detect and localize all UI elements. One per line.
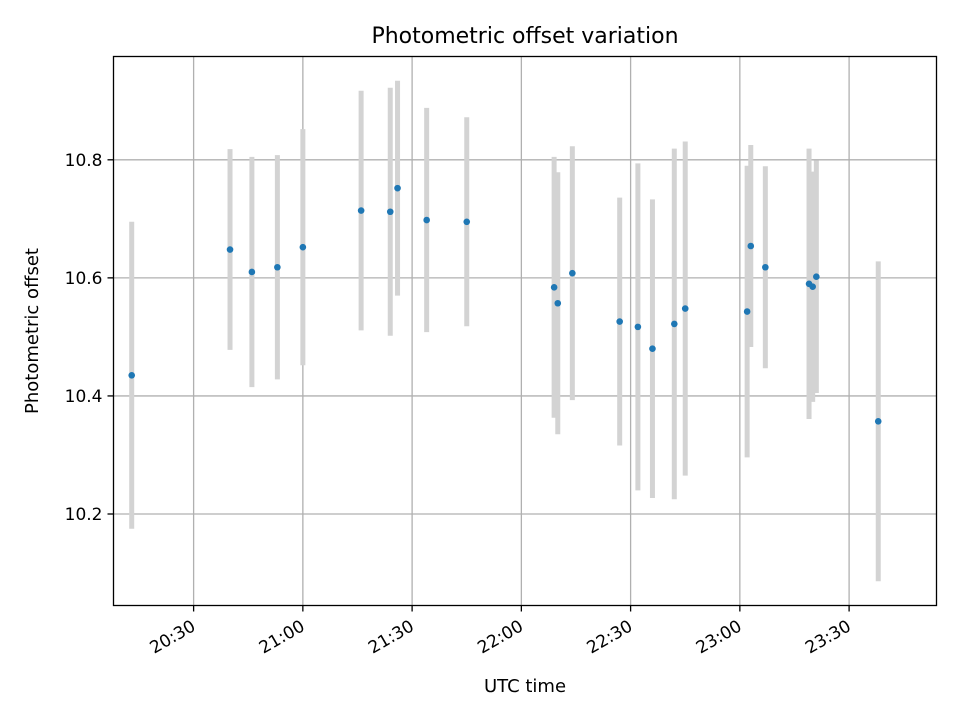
data-point	[649, 345, 656, 353]
data-point	[226, 246, 234, 253]
data-point	[671, 320, 678, 328]
x-tick-label: 23:30	[802, 617, 854, 659]
data-points	[128, 184, 882, 425]
data-point	[299, 243, 307, 251]
y-tick-label: 10.8	[65, 151, 103, 171]
data-point	[569, 269, 576, 277]
chart-title: Photometric offset variation	[371, 24, 678, 49]
data-point	[463, 218, 471, 226]
error-bars	[129, 80, 881, 582]
x-tick-label: 22:30	[584, 617, 636, 659]
data-point	[813, 273, 820, 280]
x-tick-label: 21:00	[256, 617, 308, 659]
data-point	[386, 208, 394, 216]
data-point	[357, 207, 365, 214]
data-point	[554, 299, 562, 307]
y-axis-label: Photometric offset	[22, 248, 43, 414]
data-point	[743, 308, 751, 315]
y-tick-label: 10.4	[65, 387, 103, 407]
x-tick-label: 21:30	[365, 617, 417, 659]
x-tick-label: 20:30	[147, 617, 199, 659]
y-tick-label: 10.2	[65, 505, 103, 525]
data-point	[809, 283, 816, 291]
data-point	[248, 268, 256, 276]
data-point	[394, 184, 401, 192]
data-point	[747, 242, 755, 250]
data-point	[616, 318, 623, 325]
x-axis-label: UTC time	[484, 676, 566, 697]
data-point	[274, 263, 281, 271]
data-point	[874, 418, 882, 425]
y-tick-label: 10.6	[65, 269, 103, 289]
data-point	[762, 263, 769, 271]
x-tick-label: 23:00	[693, 617, 745, 659]
axis-ticks: 20:30 21:00 21:30 22:00 22:30 23:00 23:30 10.2 1…	[65, 151, 855, 659]
data-point	[634, 323, 642, 331]
data-point	[423, 216, 430, 224]
x-tick-label: 22:00	[474, 617, 526, 659]
plot-frame	[112, 55, 938, 607]
data-point	[550, 284, 558, 291]
data-point	[681, 305, 689, 312]
data-point	[128, 371, 136, 379]
